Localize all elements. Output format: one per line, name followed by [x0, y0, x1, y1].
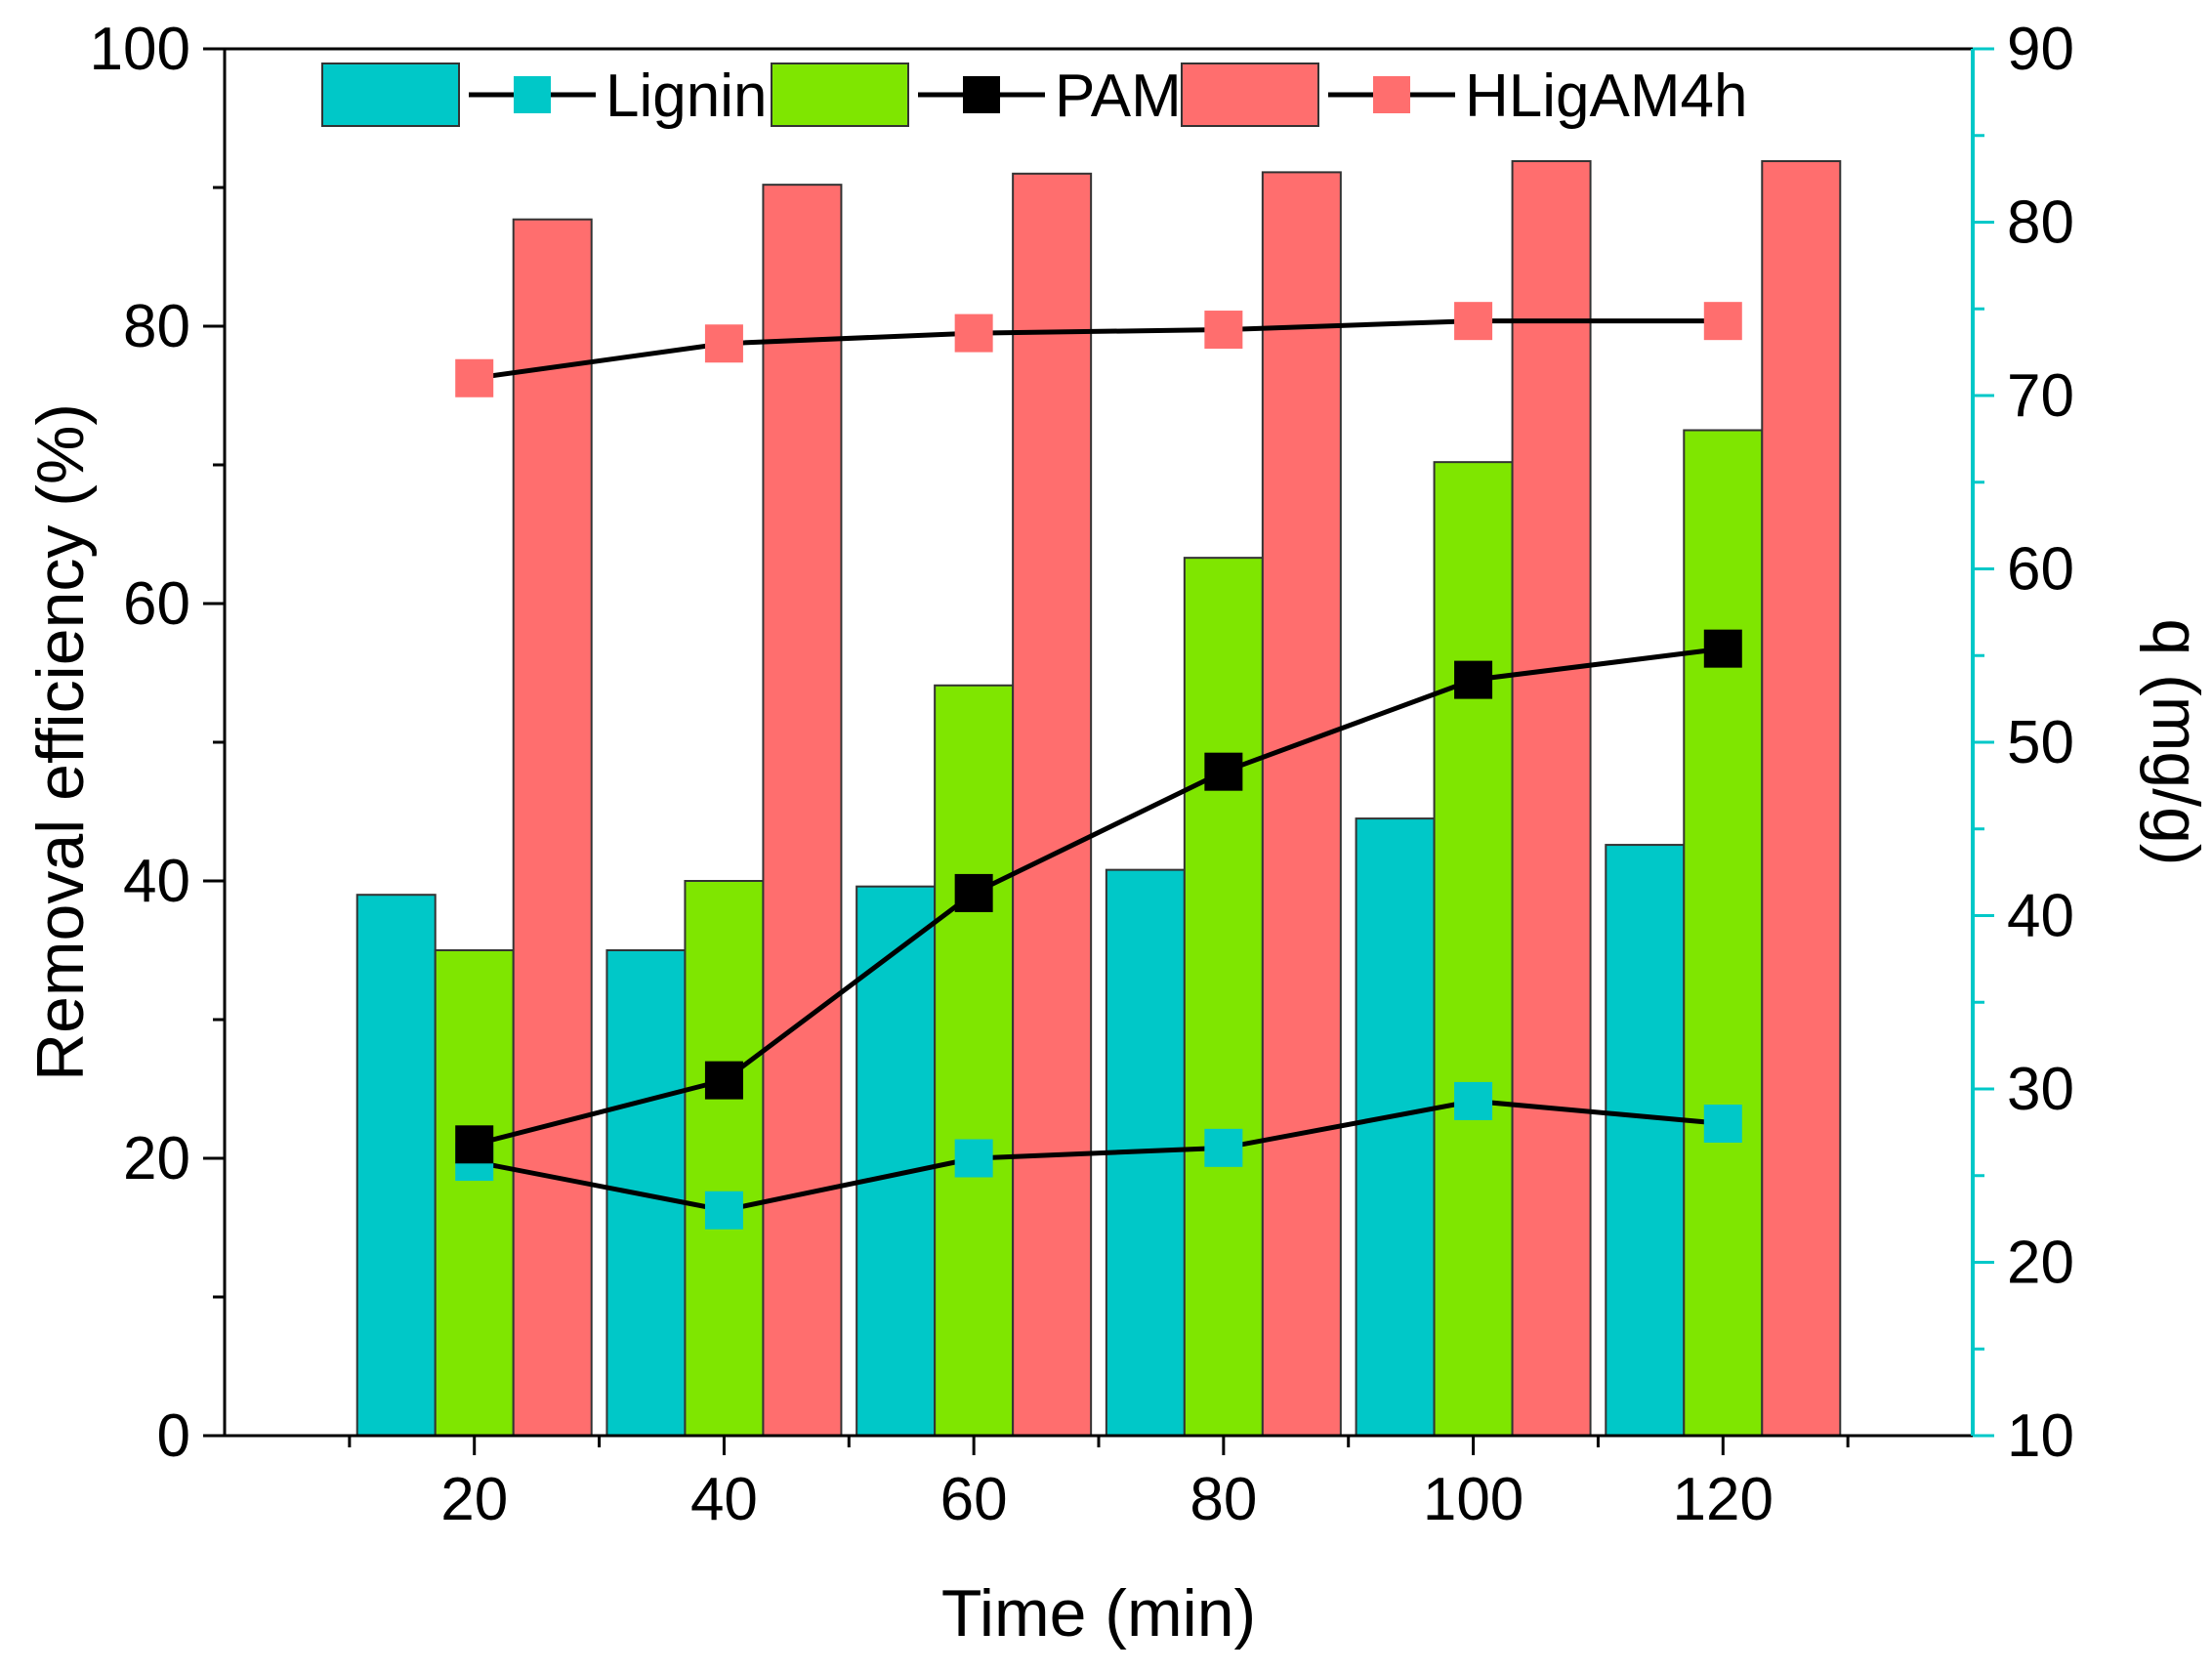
legend: Lignin PAM HLigAM4h — [321, 63, 1747, 130]
legend-bar-swatch-lignin — [321, 63, 460, 127]
point-hligam4h-120 — [1703, 302, 1742, 341]
x-tick-label-100: 100 — [1423, 1466, 1523, 1533]
y2-tick-label-90: 90 — [2007, 16, 2074, 83]
point-lignin-100 — [1454, 1081, 1493, 1120]
y-tick-label-80: 80 — [123, 293, 190, 360]
point-hligam4h-100 — [1454, 302, 1493, 341]
line-lignin — [474, 1098, 1724, 1213]
legend-label-pam: PAM — [1055, 63, 1182, 130]
bar-lignin-120 — [1605, 844, 1686, 1437]
y2-tick-label-10: 10 — [2007, 1402, 2074, 1470]
y2-tick-label-80: 80 — [2007, 189, 2074, 257]
y-tick-label-60: 60 — [123, 570, 190, 638]
point-lignin-40 — [704, 1191, 743, 1230]
legend-bar-swatch-pam — [771, 63, 909, 127]
x-tick-label-80: 80 — [1189, 1466, 1257, 1533]
legend-label-hligam4h: HLigAM4h — [1465, 63, 1747, 130]
axes-layer: 0 20 40 60 80 100 10 20 30 40 50 60 70 80 90 20 40 60 80 10… — [90, 16, 2074, 1533]
lines-layer — [455, 302, 1742, 1230]
point-pam-120 — [1703, 629, 1742, 668]
point-lignin-80 — [1204, 1128, 1243, 1167]
bar-hligam4h-60 — [1012, 172, 1093, 1437]
bar-pam-80 — [1183, 557, 1264, 1437]
x-axis-title: Time (min) — [941, 1576, 1256, 1651]
y-tick-label-100: 100 — [90, 16, 190, 83]
line-pam — [474, 646, 1724, 1148]
legend-marker-hligam4h — [1373, 76, 1410, 113]
bar-pam-100 — [1433, 461, 1514, 1438]
y2-tick-label-60: 60 — [2007, 536, 2074, 604]
point-hligam4h-60 — [954, 314, 993, 353]
y2-tick-label-30: 30 — [2007, 1056, 2074, 1123]
bar-pam-20 — [434, 949, 515, 1437]
point-hligam4h-20 — [455, 358, 494, 397]
point-pam-80 — [1204, 752, 1243, 791]
bars-layer — [355, 160, 1842, 1438]
point-lignin-120 — [1703, 1105, 1742, 1143]
x-tick-label-60: 60 — [940, 1466, 1008, 1533]
x-tick-label-120: 120 — [1673, 1466, 1774, 1533]
y2-tick-label-50: 50 — [2007, 709, 2074, 776]
point-hligam4h-40 — [704, 324, 743, 363]
point-pam-20 — [455, 1125, 494, 1164]
bar-pam-40 — [684, 880, 765, 1437]
bar-lignin-100 — [1355, 817, 1436, 1437]
line-hligam4h — [474, 318, 1724, 381]
x-tick-label-20: 20 — [440, 1466, 508, 1533]
bar-hligam4h-80 — [1261, 171, 1342, 1437]
bar-hligam4h-40 — [762, 184, 843, 1437]
bar-hligam4h-20 — [512, 218, 593, 1437]
bar-hligam4h-100 — [1511, 160, 1592, 1437]
point-hligam4h-80 — [1204, 311, 1243, 350]
legend-marker-pam — [963, 76, 1000, 113]
bar-pam-60 — [934, 684, 1015, 1437]
legend-marker-lignin — [514, 76, 551, 113]
y2-tick-label-40: 40 — [2007, 883, 2074, 950]
legend-bar-swatch-hligam4h — [1181, 63, 1319, 127]
point-pam-60 — [954, 873, 993, 912]
y-tick-label-0: 0 — [157, 1402, 190, 1470]
y2-tick-label-20: 20 — [2007, 1230, 2074, 1297]
bar-lignin-20 — [355, 894, 437, 1437]
point-pam-40 — [704, 1061, 743, 1100]
y-axis-title: Removal efficiency (%) — [23, 403, 98, 1081]
bar-pam-120 — [1683, 429, 1764, 1437]
point-pam-100 — [1454, 660, 1493, 699]
y-tick-label-20: 20 — [123, 1125, 190, 1192]
legend-label-lignin: Lignin — [605, 63, 767, 130]
bar-hligam4h-120 — [1761, 160, 1842, 1437]
y-axis-right-title: q (mg/g) — [2139, 618, 2212, 865]
bar-lignin-60 — [856, 885, 937, 1437]
point-lignin-60 — [954, 1139, 993, 1178]
y-tick-label-40: 40 — [123, 848, 190, 915]
x-tick-label-40: 40 — [690, 1466, 758, 1533]
y2-tick-label-70: 70 — [2007, 362, 2074, 430]
